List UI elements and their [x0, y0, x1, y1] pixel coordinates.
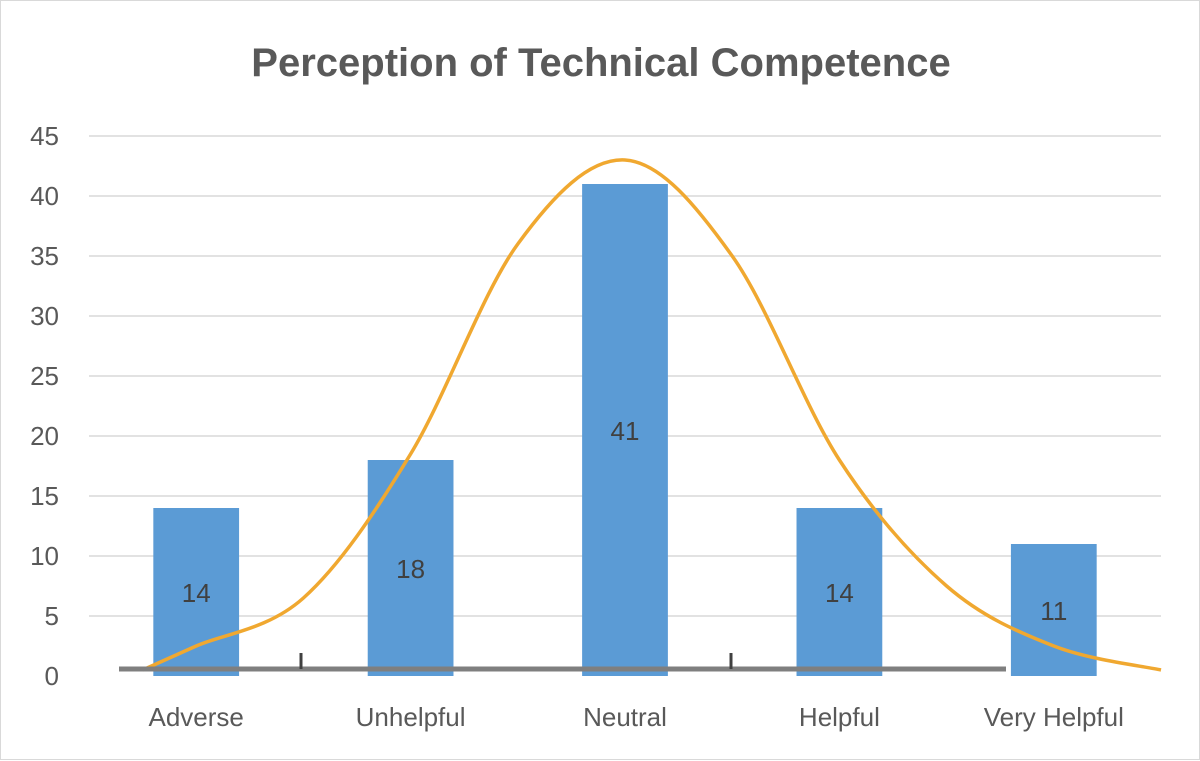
data-label: 14 — [825, 578, 854, 608]
x-category-label: Unhelpful — [356, 702, 466, 732]
x-category-label: Very Helpful — [984, 702, 1124, 732]
y-tick-label: 5 — [45, 601, 59, 631]
x-axis — [119, 653, 1006, 672]
distribution-curve-layer — [141, 158, 1162, 672]
data-labels: 14 18 41 14 11 — [182, 416, 1068, 626]
chart-title: Perception of Technical Competence — [251, 41, 950, 85]
y-tick-label: 40 — [30, 181, 59, 211]
x-category-label: Adverse — [149, 702, 244, 732]
category-labels: Adverse Unhelpful Neutral Helpful Very Helpf… — [149, 702, 1124, 732]
bar-unhelpful — [367, 460, 454, 676]
data-label: 41 — [611, 416, 640, 446]
y-tick-label: 15 — [30, 481, 59, 511]
y-tick-label: 10 — [30, 541, 59, 571]
y-tick-label: 45 — [30, 121, 59, 151]
y-tick-label: 35 — [30, 241, 59, 271]
bar-helpful — [796, 508, 883, 676]
y-tick-label: 0 — [45, 661, 59, 691]
x-category-label: Helpful — [799, 702, 880, 732]
bar-neutral — [582, 184, 668, 676]
y-tick-label: 30 — [30, 301, 59, 331]
y-axis-ticks: 0 5 10 15 20 25 30 35 40 45 — [30, 121, 59, 691]
data-label: 14 — [182, 578, 211, 608]
bars — [153, 184, 1097, 676]
data-label: 11 — [1040, 596, 1067, 626]
y-tick-label: 20 — [30, 421, 59, 451]
y-tick-label: 25 — [30, 361, 59, 391]
bar-adverse — [153, 508, 240, 676]
data-label: 18 — [396, 554, 425, 584]
x-category-label: Neutral — [583, 702, 667, 732]
distribution-curve — [141, 158, 1162, 672]
